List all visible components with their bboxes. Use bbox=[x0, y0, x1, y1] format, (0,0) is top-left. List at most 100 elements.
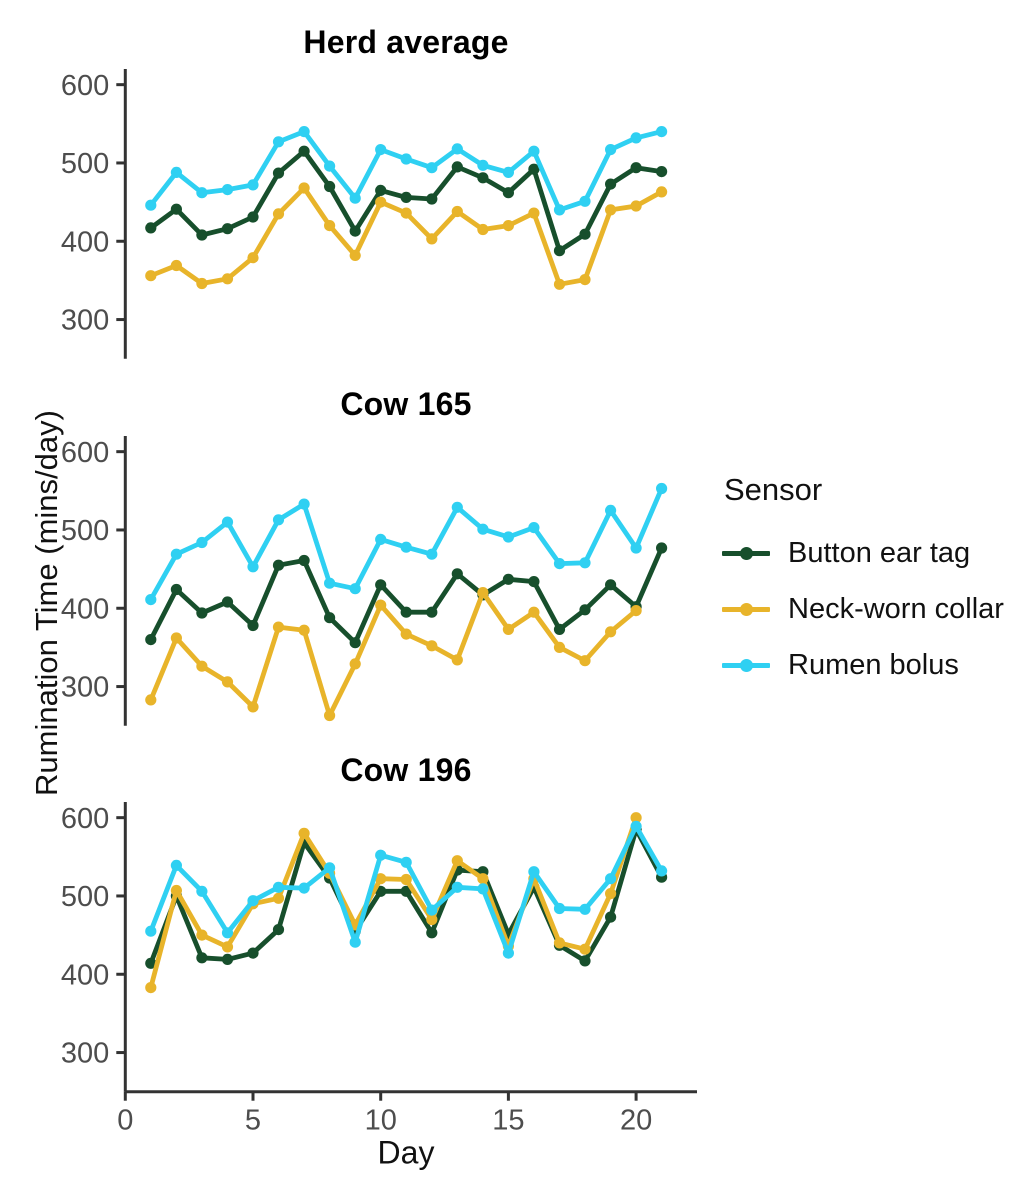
data-point bbox=[375, 849, 387, 861]
data-point bbox=[272, 881, 285, 893]
data-point bbox=[605, 626, 617, 638]
data-point bbox=[605, 579, 617, 591]
data-point bbox=[630, 200, 642, 212]
x-axis-label: Day bbox=[378, 1135, 435, 1170]
data-point bbox=[247, 561, 259, 573]
data-point bbox=[221, 184, 234, 196]
series-neck-worn-collar bbox=[145, 182, 668, 290]
data-point bbox=[656, 865, 668, 877]
data-point bbox=[579, 655, 591, 667]
data-point bbox=[272, 924, 285, 936]
data-point bbox=[451, 855, 463, 867]
data-point bbox=[349, 637, 361, 649]
data-point bbox=[426, 548, 438, 560]
data-point bbox=[400, 207, 412, 219]
data-point bbox=[605, 911, 617, 923]
data-point bbox=[656, 126, 668, 138]
data-point bbox=[145, 270, 157, 282]
data-point bbox=[272, 621, 285, 633]
data-point bbox=[298, 554, 310, 567]
series-button-ear-tag bbox=[145, 145, 668, 257]
x-tick-label: 15 bbox=[492, 1105, 524, 1137]
legend-entry-label: Neck-worn collar bbox=[788, 592, 1004, 625]
data-point bbox=[502, 220, 514, 232]
data-point bbox=[579, 903, 591, 915]
data-point bbox=[528, 606, 540, 618]
x-tick-label: 20 bbox=[620, 1105, 652, 1137]
data-point bbox=[451, 205, 463, 218]
panel-title-cow-165: Cow 165 bbox=[340, 386, 472, 422]
data-point bbox=[145, 925, 157, 937]
data-point bbox=[426, 927, 438, 939]
data-point bbox=[477, 883, 489, 895]
data-point bbox=[426, 904, 438, 916]
data-point bbox=[324, 862, 336, 874]
data-point bbox=[247, 252, 259, 264]
panel-title-herd-average: Herd average bbox=[303, 24, 509, 60]
data-point bbox=[477, 159, 489, 171]
data-point bbox=[272, 514, 285, 526]
data-point bbox=[196, 229, 208, 241]
chart-panel-herd-average: 600 500 400 300 bbox=[61, 69, 668, 359]
data-point bbox=[196, 929, 208, 941]
data-point bbox=[272, 559, 285, 571]
data-point bbox=[400, 541, 412, 553]
legend-row-neck-worn-collar: Neck-worn collar bbox=[722, 592, 1004, 625]
data-point bbox=[272, 208, 285, 220]
legend-row-button-ear-tag: Button ear tag bbox=[722, 536, 1004, 569]
data-point bbox=[145, 199, 157, 211]
data-point bbox=[196, 607, 208, 619]
data-point bbox=[349, 583, 361, 595]
data-point bbox=[528, 207, 540, 219]
data-point bbox=[375, 533, 387, 545]
data-point bbox=[349, 192, 361, 204]
data-point bbox=[196, 885, 208, 897]
data-point bbox=[247, 211, 259, 223]
data-point bbox=[221, 596, 234, 608]
x-tick-label: 5 bbox=[245, 1105, 261, 1137]
data-point bbox=[528, 163, 540, 175]
legend-key-dot bbox=[739, 546, 753, 560]
series-line bbox=[148, 590, 639, 718]
data-point bbox=[630, 542, 642, 554]
data-point bbox=[247, 701, 259, 713]
data-point bbox=[426, 233, 438, 245]
y-tick-label: 600 bbox=[61, 803, 109, 835]
data-point bbox=[553, 204, 566, 216]
data-point bbox=[605, 888, 617, 900]
legend-key-dot bbox=[739, 602, 753, 616]
data-point bbox=[630, 820, 642, 832]
data-point bbox=[145, 634, 157, 646]
legend-key-icon bbox=[722, 650, 770, 680]
data-point bbox=[324, 612, 336, 624]
data-point bbox=[502, 947, 514, 959]
data-point bbox=[298, 182, 310, 194]
data-point bbox=[170, 548, 182, 560]
data-point bbox=[528, 145, 540, 157]
data-point bbox=[196, 277, 208, 290]
data-point bbox=[553, 641, 566, 653]
y-tick-label: 600 bbox=[61, 437, 109, 469]
data-point bbox=[630, 162, 642, 174]
series-rumen-bolus bbox=[145, 820, 668, 959]
data-point bbox=[502, 166, 514, 178]
data-point bbox=[221, 516, 234, 528]
chart-panel-cow-196: 600 500 400 300 0 5 10 15 20 Day bbox=[61, 802, 697, 1170]
y-tick-label: 500 bbox=[61, 515, 109, 547]
data-point bbox=[630, 812, 642, 824]
data-point bbox=[656, 166, 668, 178]
data-point bbox=[426, 162, 438, 174]
data-point bbox=[605, 504, 617, 516]
data-point bbox=[528, 866, 540, 878]
data-point bbox=[221, 273, 234, 285]
data-point bbox=[221, 953, 234, 965]
data-point bbox=[145, 957, 157, 969]
data-point bbox=[272, 167, 285, 179]
legend-entry-label: Button ear tag bbox=[788, 536, 971, 569]
data-point bbox=[247, 619, 259, 632]
data-point bbox=[451, 143, 463, 155]
data-point bbox=[477, 223, 489, 236]
data-point bbox=[375, 196, 387, 208]
data-point bbox=[196, 660, 208, 672]
data-point bbox=[426, 640, 438, 652]
